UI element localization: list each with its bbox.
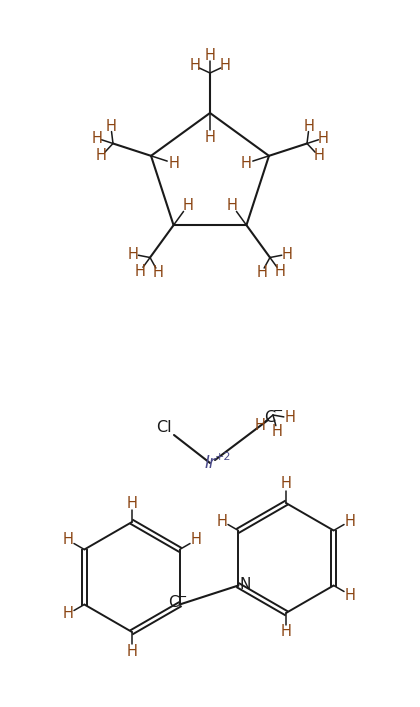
- Text: H: H: [272, 424, 283, 439]
- Text: +2: +2: [215, 452, 231, 462]
- Text: H: H: [227, 198, 238, 214]
- Text: H: H: [205, 49, 215, 64]
- Text: H: H: [345, 513, 355, 529]
- Text: H: H: [92, 131, 102, 146]
- Text: H: H: [220, 58, 231, 74]
- Text: −: −: [273, 404, 283, 418]
- Text: H: H: [182, 198, 193, 214]
- Text: H: H: [255, 419, 265, 433]
- Text: H: H: [126, 643, 137, 658]
- Text: H: H: [63, 532, 74, 547]
- Text: H: H: [189, 58, 200, 74]
- Text: H: H: [126, 496, 137, 510]
- Text: H: H: [275, 264, 285, 279]
- Text: H: H: [241, 156, 252, 171]
- Text: H: H: [304, 119, 315, 134]
- Text: H: H: [105, 119, 116, 134]
- Text: H: H: [135, 264, 145, 279]
- Text: H: H: [284, 411, 295, 426]
- Text: H: H: [281, 247, 292, 262]
- Text: H: H: [168, 156, 179, 171]
- Text: H: H: [256, 265, 267, 280]
- Text: H: H: [281, 477, 291, 491]
- Text: Ir: Ir: [204, 454, 216, 472]
- Text: H: H: [318, 131, 328, 146]
- Text: C: C: [265, 409, 276, 424]
- Text: H: H: [216, 513, 227, 529]
- Text: −: −: [176, 591, 187, 604]
- Text: H: H: [128, 247, 139, 262]
- Text: C: C: [168, 595, 179, 610]
- Text: H: H: [281, 624, 291, 640]
- Text: H: H: [63, 607, 74, 621]
- Text: H: H: [96, 148, 107, 163]
- Text: Cl: Cl: [156, 419, 172, 435]
- Text: H: H: [191, 532, 202, 547]
- Text: H: H: [153, 265, 164, 280]
- Text: H: H: [205, 129, 215, 144]
- Text: H: H: [313, 148, 324, 163]
- Text: N: N: [240, 577, 251, 592]
- Text: H: H: [345, 588, 355, 602]
